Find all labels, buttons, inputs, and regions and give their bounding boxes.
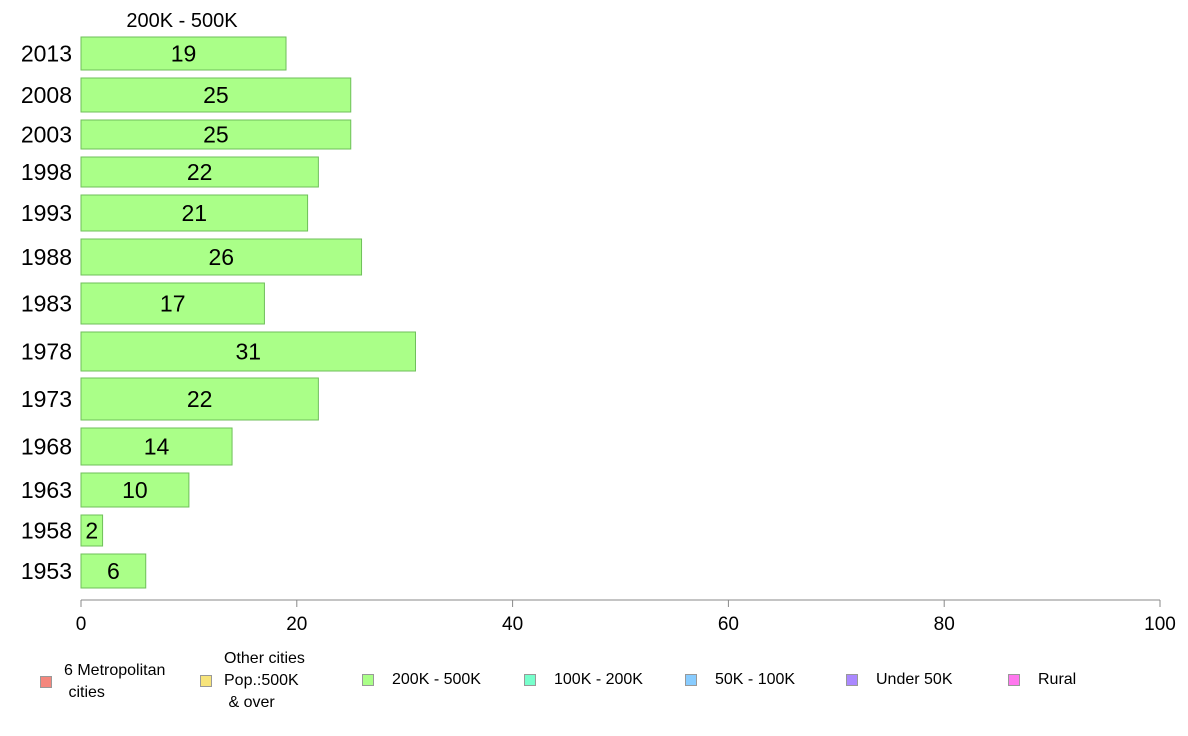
legend-label: Other cities Pop.:500K & over	[224, 650, 305, 711]
legend-swatch	[200, 675, 212, 687]
bar-value-label: 17	[160, 291, 186, 317]
legend-label: 200K - 500K	[392, 671, 481, 688]
legend-swatch	[685, 674, 697, 686]
bar-value-label: 25	[203, 122, 229, 148]
bar-chart: 200K - 500K 1920132520082520032219982119…	[21, 10, 1176, 635]
bar-value-label: 10	[122, 477, 148, 503]
bar	[80, 238, 363, 276]
category-label: 1993	[21, 200, 72, 226]
legend-item-rural: Rural	[1008, 669, 1076, 691]
bar-value-label: 6	[107, 558, 120, 584]
legend-swatch	[40, 676, 52, 688]
category-label: 1973	[21, 386, 72, 412]
legend-item-200k-500k: 200K - 500K	[362, 669, 481, 691]
x-tick-label: 60	[718, 614, 739, 635]
legend-item-other-cities: Other cities Pop.:500K & over	[200, 648, 305, 714]
bars-group: 19 2013 25 2008 25 2003 22 1998 21 1993 26 1988 17 19…	[21, 36, 416, 589]
category-label: 1963	[21, 477, 72, 503]
legend-swatch	[1008, 674, 1020, 686]
x-tick-label: 40	[502, 614, 523, 635]
bar	[80, 514, 104, 547]
legend-label: 6 Metropolitan cities	[64, 662, 166, 701]
bar	[80, 331, 416, 372]
x-tick-label: 20	[286, 614, 307, 635]
category-label: 1983	[21, 291, 72, 317]
category-label: 1953	[21, 558, 72, 584]
legend-label: 50K - 100K	[715, 671, 796, 688]
bar-value-label: 2	[85, 518, 98, 544]
bar-value-label: 31	[235, 339, 261, 365]
legend-swatch	[524, 674, 536, 686]
legend-label: Under 50K	[876, 671, 953, 688]
legend: 6 Metropolitan cities Other cities Pop.:…	[0, 650, 1188, 736]
category-label: 1968	[21, 434, 72, 460]
category-label: 1978	[21, 339, 72, 365]
category-label: 1988	[21, 244, 72, 270]
bar-value-label: 19	[171, 41, 197, 67]
bar	[80, 119, 352, 150]
category-label: 1998	[21, 159, 72, 185]
legend-label: Rural	[1038, 671, 1077, 688]
category-label: 2003	[21, 122, 72, 148]
x-tick-label: 80	[934, 614, 955, 635]
chart-title: 200K - 500K	[126, 10, 238, 32]
bar	[80, 36, 287, 71]
bar	[80, 472, 190, 508]
bar-value-label: 14	[144, 434, 170, 460]
legend-item-50k-100k: 50K - 100K	[685, 669, 795, 691]
bar-value-label: 22	[187, 386, 213, 412]
legend-swatch	[846, 674, 858, 686]
bar	[80, 282, 265, 325]
bar	[80, 377, 319, 421]
bar	[80, 77, 352, 113]
legend-item-6-metropolitan-cities: 6 Metropolitan cities	[40, 660, 165, 704]
category-label: 2008	[21, 82, 72, 108]
legend-item-under-50k: Under 50K	[846, 669, 953, 691]
category-label: 2013	[21, 41, 72, 67]
legend-label: 100K - 200K	[554, 671, 643, 688]
bar-value-label: 22	[187, 159, 213, 185]
legend-swatch	[362, 674, 374, 686]
bar	[80, 427, 233, 466]
category-label: 1958	[21, 518, 72, 544]
bar-value-label: 25	[203, 82, 229, 108]
x-axis: 0 20 40 60 80 100	[76, 599, 1176, 635]
bar	[80, 156, 319, 188]
legend-item-100k-200k: 100K - 200K	[524, 669, 643, 691]
x-tick-label: 100	[1144, 614, 1176, 635]
bar	[80, 194, 309, 232]
bar-value-label: 21	[181, 200, 207, 226]
x-tick-label: 0	[76, 614, 87, 635]
bar	[80, 553, 147, 589]
bar-value-label: 26	[208, 244, 234, 270]
